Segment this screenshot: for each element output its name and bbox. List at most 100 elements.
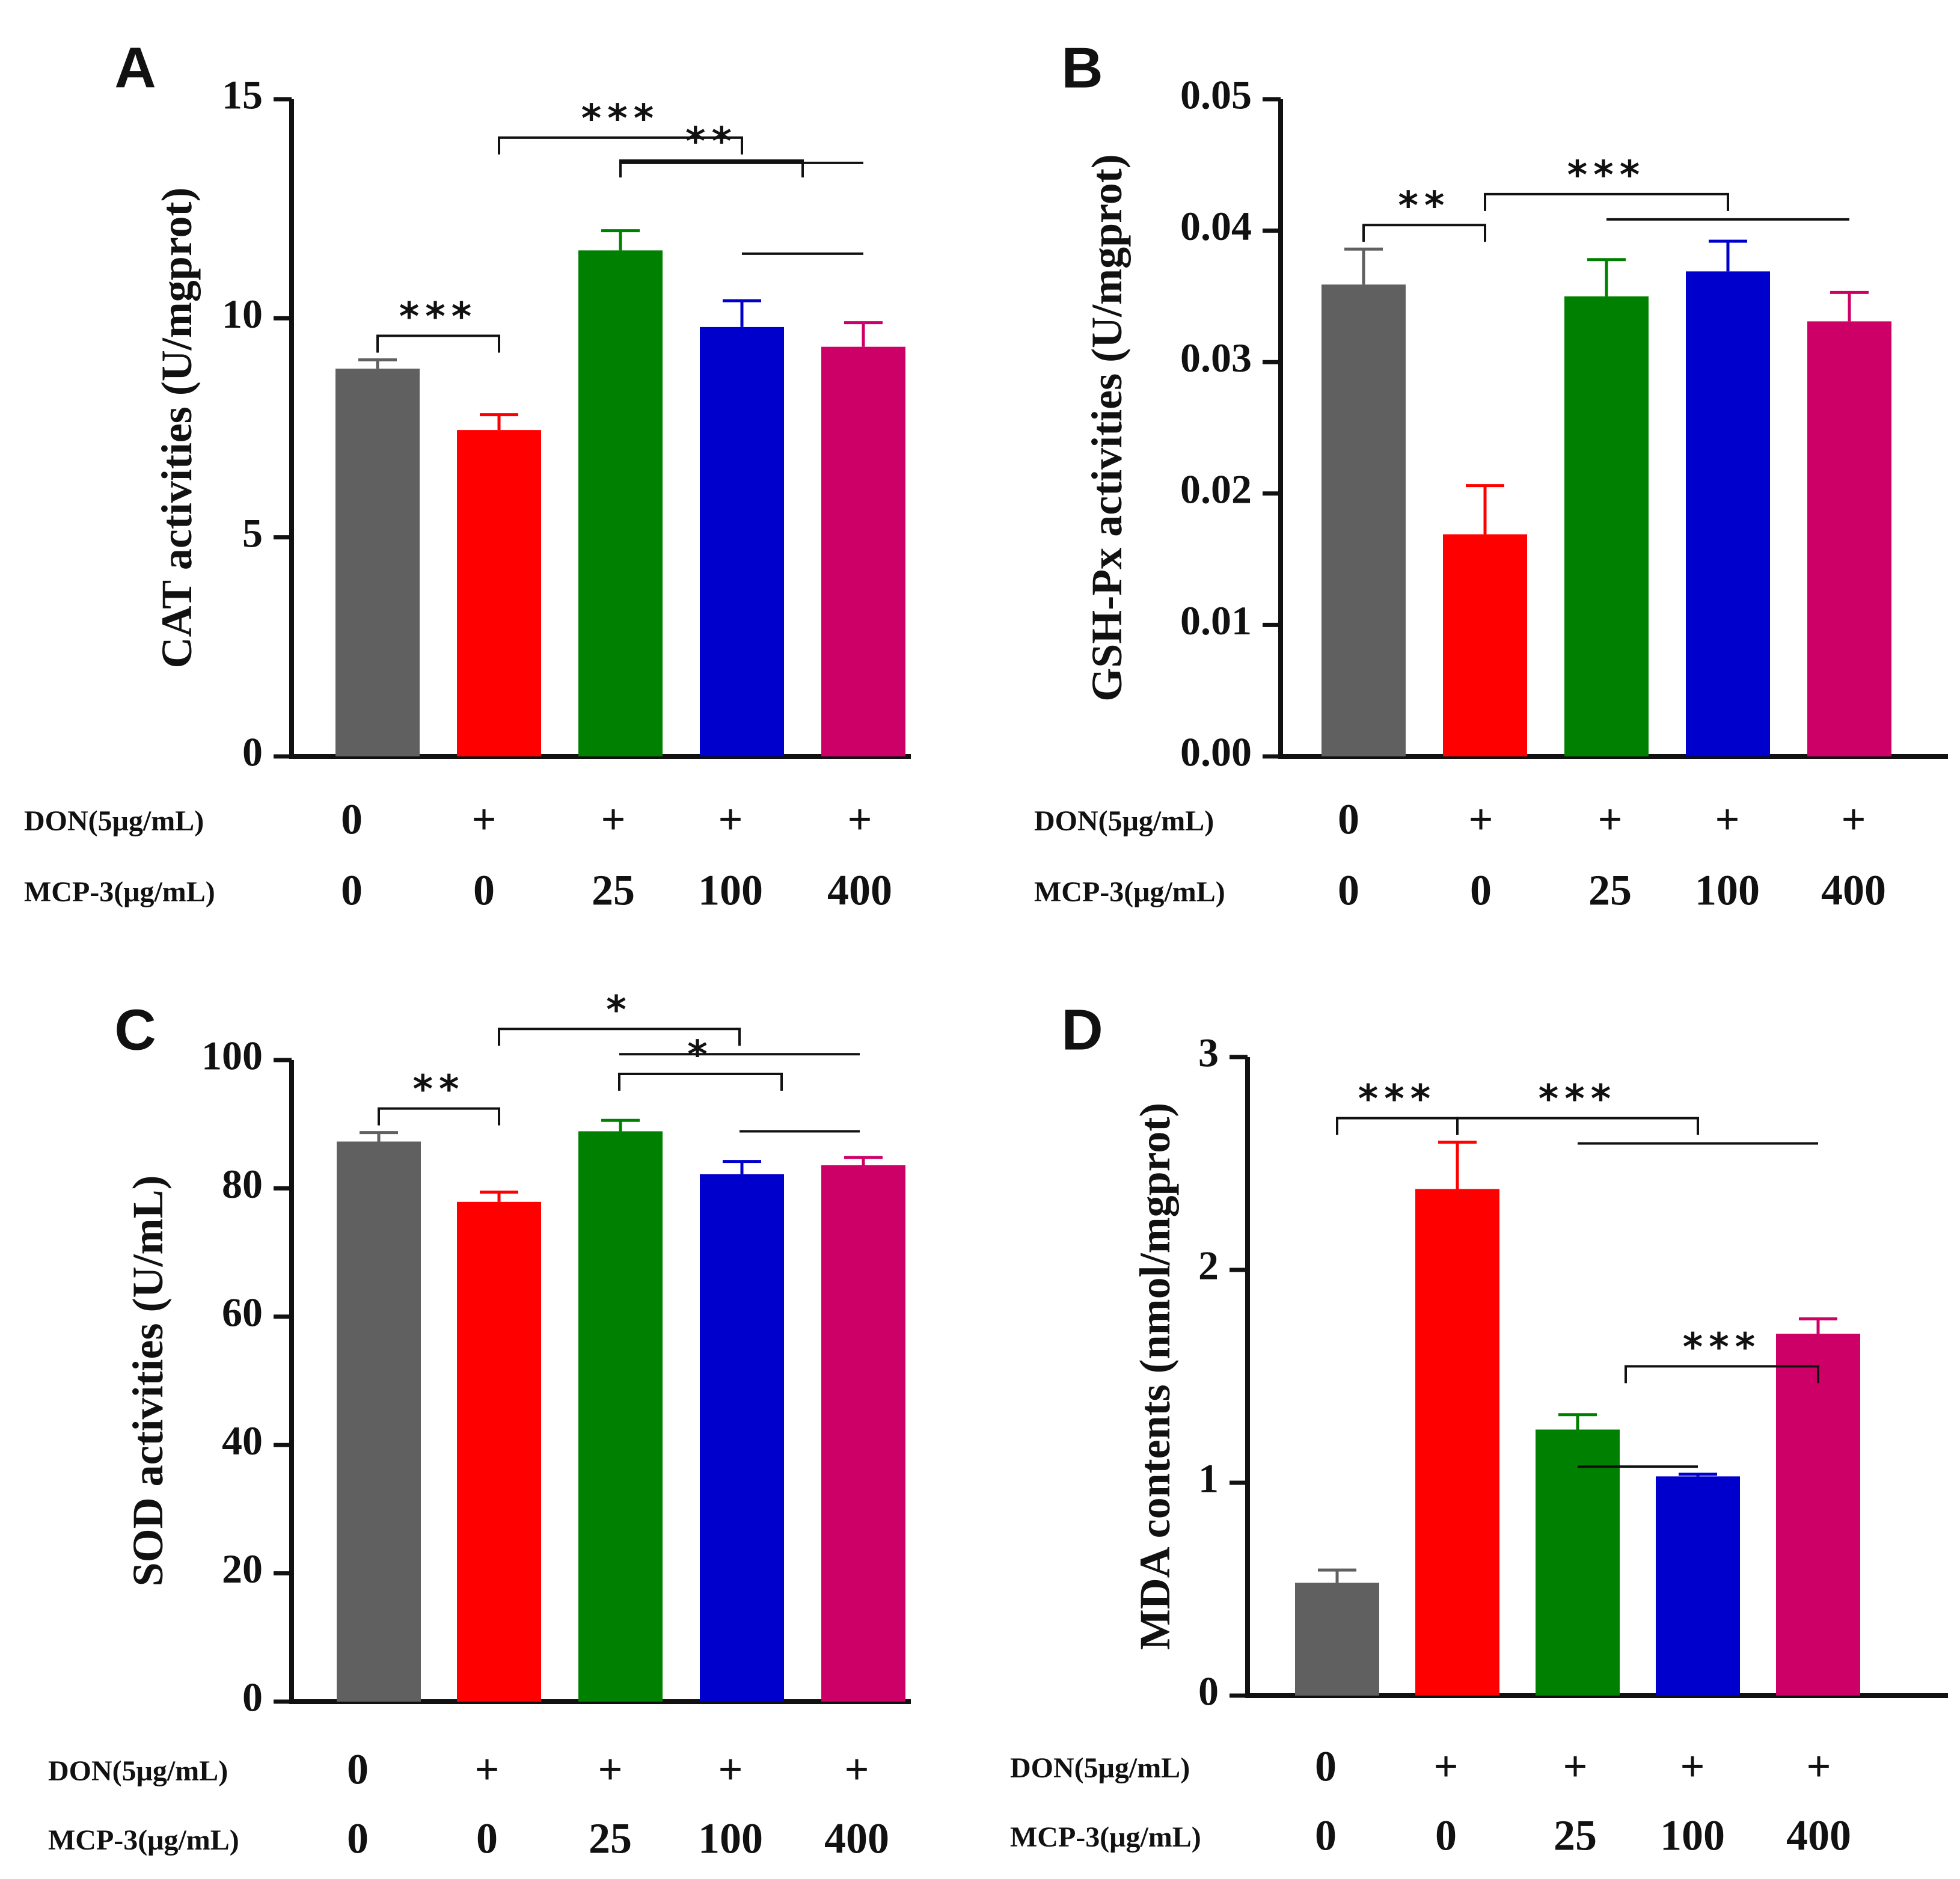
don-value: +	[601, 795, 625, 844]
don-value: +	[1806, 1743, 1831, 1791]
mcp-value: 0	[1470, 866, 1492, 915]
sig-bracket	[376, 334, 500, 353]
y-axis-label: GSH-Px activities (U/mgprot)	[1083, 154, 1131, 702]
panel-d: D 0 1 2 3 MDA contents (nmol/mgprot) *** *** ***…	[1010, 998, 1948, 1860]
y-tick-label: 40	[222, 1418, 263, 1464]
don-value: +	[847, 795, 872, 844]
don-value: +	[718, 1746, 743, 1794]
don-value: 0	[1315, 1743, 1337, 1791]
mcp-value: 100	[1660, 1812, 1725, 1860]
y-tick-label: 80	[222, 1161, 263, 1207]
mcp-value: 400	[824, 1815, 889, 1863]
sig-bracket	[498, 136, 743, 155]
bar	[335, 369, 420, 756]
sig-bracket	[498, 1028, 741, 1046]
bar	[1656, 1476, 1740, 1696]
don-value: +	[1563, 1743, 1587, 1791]
mcp-value: 100	[1695, 866, 1760, 915]
don-row-label: DON(5μg/mL)	[1010, 1752, 1190, 1784]
y-tick-label: 0.01	[1180, 598, 1252, 643]
mcp-value: 0	[473, 866, 495, 915]
y-axis-label: SOD activities (U/mL)	[124, 1176, 172, 1587]
bar	[1536, 1429, 1620, 1696]
don-value: +	[718, 795, 743, 844]
don-value: +	[474, 1746, 499, 1794]
y-tick-label: 100	[201, 1033, 263, 1079]
sig-bracket	[619, 159, 804, 178]
y-tick-label: 0	[242, 729, 263, 775]
panel-letter: D	[1061, 998, 1103, 1062]
y-tick-label: 0.03	[1180, 335, 1252, 381]
y-tick-label: 5	[242, 510, 263, 556]
don-value: +	[471, 795, 496, 844]
don-value: +	[1715, 795, 1739, 844]
don-value: 0	[341, 795, 363, 844]
don-value: 0	[1338, 795, 1359, 844]
y-axis-label: CAT activities (U/mgprot)	[153, 188, 201, 669]
sig-stars: ***	[1567, 153, 1646, 198]
mcp-row-label: MCP-3(μg/mL)	[1010, 1821, 1201, 1853]
y-tick-label: 0.02	[1180, 466, 1252, 512]
y-tick-label: 1	[1198, 1456, 1219, 1501]
mcp-value: 0	[476, 1815, 498, 1863]
bar	[1443, 534, 1527, 756]
sig-bracket	[1625, 1365, 1819, 1384]
mcp-value: 400	[1821, 866, 1886, 915]
sig-bracket	[618, 1072, 783, 1091]
mcp-value: 25	[589, 1815, 632, 1863]
y-tick-label: 0.00	[1180, 729, 1252, 775]
mcp-value: 0	[1338, 866, 1359, 915]
panel-b: B 0.00 0.01 0.02 0.03 0.04 0.05 GSH-Px activiti…	[1034, 35, 1948, 915]
bar	[457, 430, 541, 756]
y-tick-label: 0.04	[1180, 203, 1252, 249]
don-value: +	[1597, 795, 1622, 844]
bar	[337, 1141, 421, 1702]
don-row-label: DON(5μg/mL)	[24, 805, 204, 837]
y-tick-label: 15	[222, 72, 263, 118]
mcp-value: 25	[1554, 1812, 1597, 1860]
bar	[821, 346, 905, 756]
mcp-row-label: MCP-3(μg/mL)	[24, 876, 215, 908]
bar	[821, 1165, 905, 1702]
bar	[700, 326, 784, 756]
sig-stars: ***	[1683, 1325, 1761, 1370]
mcp-value: 400	[1786, 1812, 1851, 1860]
don-value: +	[1841, 795, 1866, 844]
don-row-label: DON(5μg/mL)	[1034, 805, 1214, 837]
bar	[1321, 284, 1406, 756]
don-value: 0	[347, 1746, 369, 1794]
bar	[578, 1131, 663, 1702]
y-tick-label: 0.05	[1180, 72, 1252, 118]
mcp-value: 0	[1315, 1812, 1337, 1860]
y-axis-label: MDA contents (nmol/mgprot)	[1131, 1103, 1179, 1651]
y-tick-label: 2	[1198, 1243, 1219, 1289]
y-tick-label: 0	[242, 1675, 263, 1720]
y-tick-label: 0	[1198, 1669, 1219, 1714]
bar	[1686, 271, 1770, 757]
bar	[1295, 1583, 1379, 1696]
sig-stars: *	[606, 988, 632, 1032]
don-value: +	[1468, 795, 1493, 844]
don-row-label: DON(5μg/mL)	[48, 1755, 228, 1787]
y-tick-label: 60	[222, 1289, 263, 1335]
mcp-value: 0	[341, 866, 363, 915]
sig-bracket	[378, 1107, 500, 1126]
sig-stars: **	[685, 120, 738, 164]
sig-bracket	[1456, 1117, 1699, 1135]
mcp-value: 25	[592, 866, 635, 915]
mcp-value: 100	[698, 866, 763, 915]
y-tick-label: 3	[1198, 1030, 1219, 1076]
sig-bracket	[1484, 192, 1729, 211]
panel-letter: B	[1061, 35, 1103, 100]
don-value: +	[1680, 1743, 1704, 1791]
mcp-value: 0	[347, 1815, 369, 1863]
bar	[700, 1174, 784, 1702]
sig-stars: ***	[1358, 1077, 1436, 1122]
don-value: +	[844, 1746, 869, 1794]
sig-stars: ***	[1539, 1077, 1617, 1122]
mcp-row-label: MCP-3(μg/mL)	[1034, 876, 1225, 908]
mcp-value: 400	[827, 866, 892, 915]
bar	[1776, 1334, 1860, 1696]
